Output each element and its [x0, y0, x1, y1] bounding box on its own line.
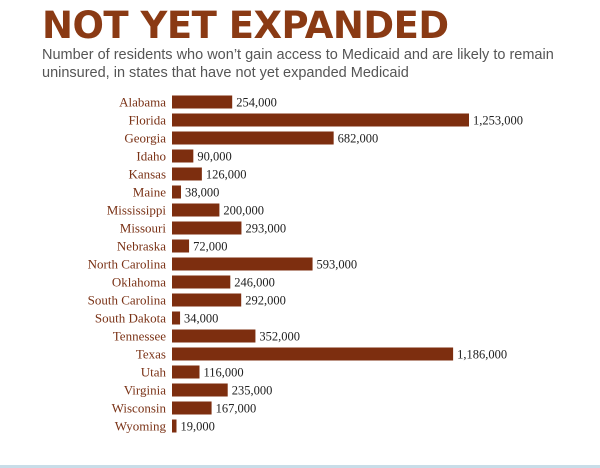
category-label: Nebraska — [117, 239, 166, 254]
category-label: Virginia — [124, 383, 167, 398]
value-label: 1,253,000 — [473, 114, 523, 128]
bar — [172, 365, 200, 379]
chart-subtitle: Number of residents who won’t gain acces… — [42, 47, 554, 81]
category-label: South Carolina — [88, 293, 167, 308]
value-label: 246,000 — [234, 276, 275, 290]
category-label: Idaho — [136, 149, 166, 164]
category-label: Tennessee — [113, 329, 166, 344]
value-label: 1,186,000 — [457, 348, 507, 362]
bar — [172, 311, 181, 325]
category-label: Oklahoma — [112, 275, 166, 290]
category-label: Florida — [128, 113, 166, 128]
value-label: 254,000 — [236, 96, 277, 110]
bar — [172, 221, 242, 235]
value-label: 116,000 — [203, 366, 243, 380]
chart-title: NOT YET EXPANDED — [42, 4, 449, 47]
value-label: 38,000 — [185, 186, 219, 200]
value-label: 293,000 — [245, 222, 286, 236]
bottom-rule — [0, 465, 600, 468]
bar — [172, 257, 313, 271]
bar — [172, 95, 233, 109]
value-label: 682,000 — [338, 132, 379, 146]
bar — [172, 239, 190, 253]
bar — [172, 203, 220, 217]
category-label: Wisconsin — [112, 401, 167, 416]
bar — [172, 347, 454, 361]
bar — [172, 131, 334, 145]
category-label: Wyoming — [115, 419, 167, 434]
bar — [172, 293, 242, 307]
bar — [172, 167, 202, 181]
value-label: 167,000 — [216, 402, 257, 416]
category-label: Kansas — [128, 167, 166, 182]
value-label: 200,000 — [223, 204, 264, 218]
value-label: 352,000 — [259, 330, 300, 344]
category-label: South Dakota — [95, 311, 166, 326]
value-label: 90,000 — [197, 150, 231, 164]
category-label: Texas — [136, 347, 166, 362]
category-label: Georgia — [124, 131, 166, 146]
value-label: 292,000 — [245, 294, 286, 308]
value-label: 72,000 — [193, 240, 227, 254]
value-label: 126,000 — [206, 168, 247, 182]
bar — [172, 275, 231, 289]
value-label: 34,000 — [184, 312, 218, 326]
bar — [172, 419, 177, 433]
category-label: Missouri — [120, 221, 167, 236]
category-label: Alabama — [119, 95, 166, 110]
bar — [172, 401, 212, 415]
category-label: Utah — [141, 365, 167, 380]
value-label: 19,000 — [181, 420, 215, 434]
bar — [172, 329, 256, 343]
category-label: Maine — [133, 185, 166, 200]
category-label: North Carolina — [88, 257, 167, 272]
bar — [172, 383, 228, 397]
bar — [172, 113, 469, 127]
value-label: 235,000 — [232, 384, 273, 398]
category-label: Mississippi — [107, 203, 167, 218]
bar — [172, 185, 182, 199]
value-label: 593,000 — [317, 258, 358, 272]
bar — [172, 149, 194, 163]
